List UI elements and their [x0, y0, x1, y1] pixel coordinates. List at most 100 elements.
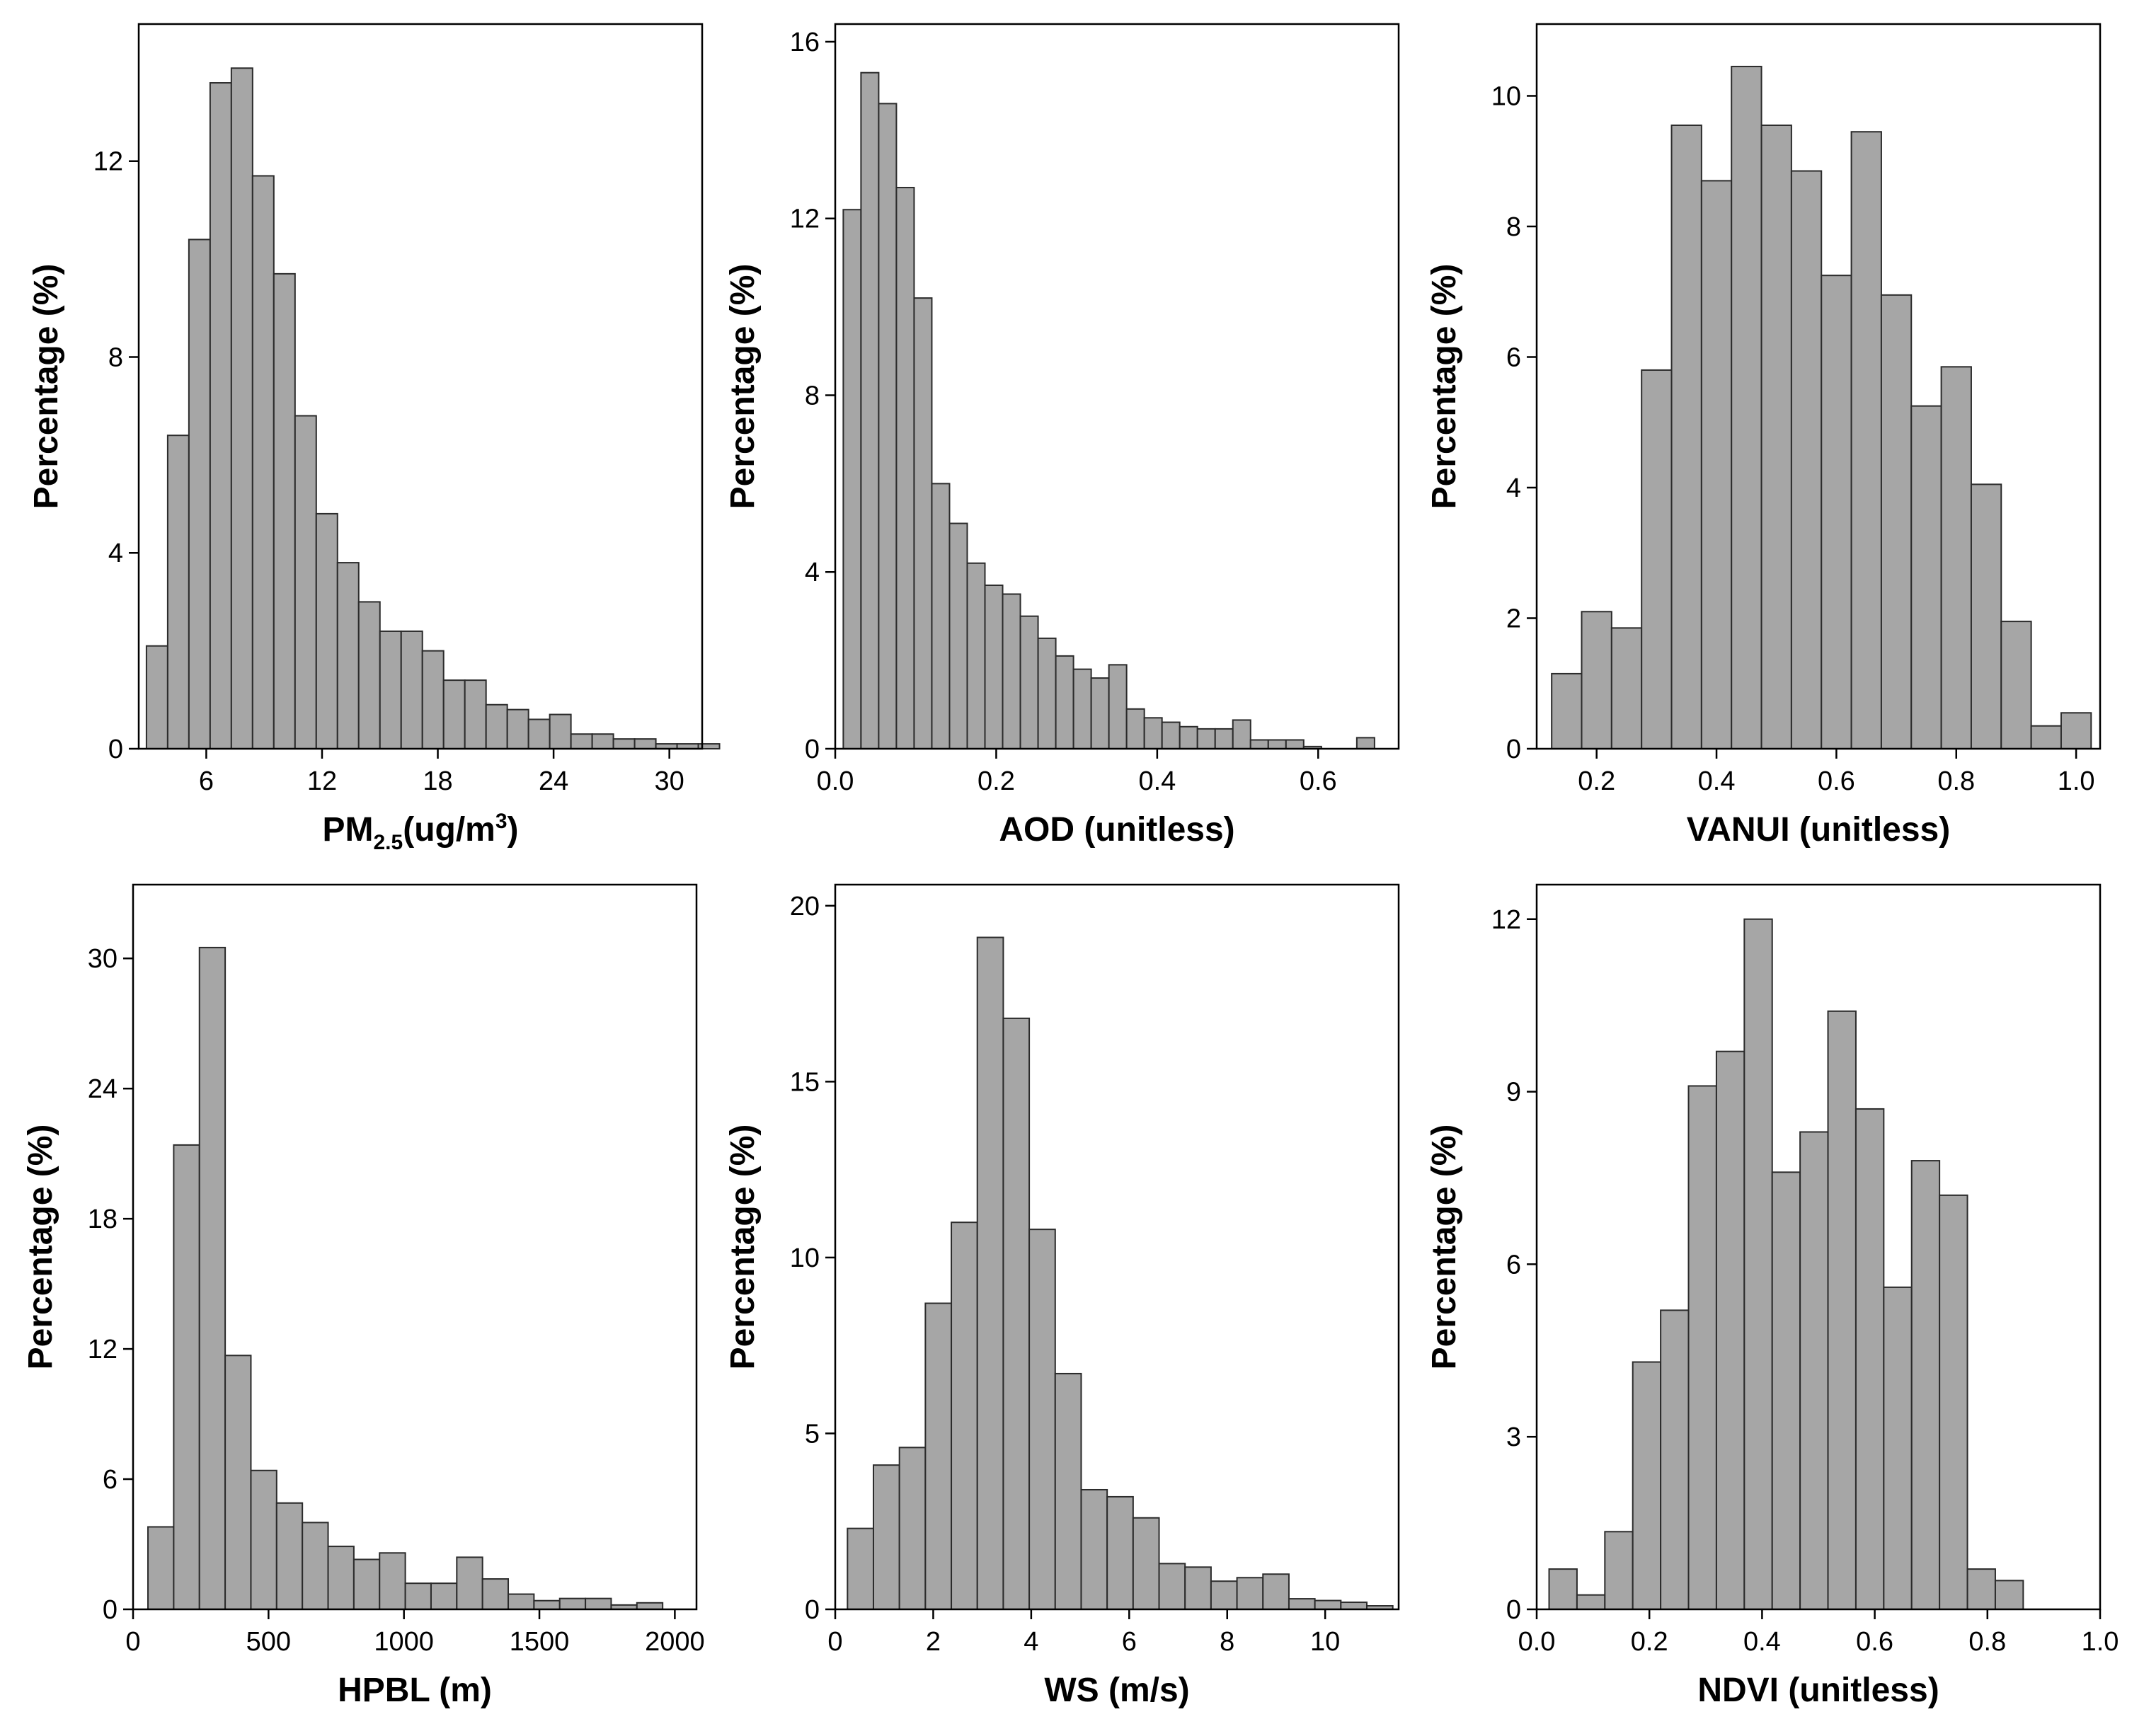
histogram-bar [1850, 131, 1882, 750]
x-tick-label: 1500 [510, 1627, 570, 1657]
x-tick-label: 0.4 [1743, 1627, 1781, 1657]
histogram-bar [1090, 677, 1110, 749]
histogram-bar [1743, 918, 1773, 1611]
histogram-panel-5: 0 2 4 6 8 10 0 5 10 15 20 WS (m/s) Percentage (%) [724, 883, 1400, 1709]
histogram-bar [2060, 712, 2092, 750]
histogram-bar [1249, 739, 1269, 750]
histogram-bar [585, 1597, 612, 1610]
y-tick-label: 0 [103, 1595, 117, 1625]
histogram-bar [1055, 655, 1074, 749]
x-tick-label: 0.2 [1578, 766, 1615, 796]
histogram-bar [1760, 124, 1792, 750]
histogram-bar [847, 1527, 874, 1611]
x-axis-label-part: (ug/m [403, 811, 495, 849]
histogram-bar [591, 733, 614, 750]
histogram-bar [464, 679, 487, 749]
y-tick-label: 0 [805, 1595, 820, 1625]
y-tick-label: 0 [1506, 1595, 1521, 1625]
histogram-bar [976, 936, 1004, 1610]
histogram-bar [251, 175, 275, 749]
histogram-bar [1994, 1580, 2024, 1610]
x-axis-label-part: ) [508, 811, 519, 849]
x-tick-label: 10 [1310, 1627, 1340, 1657]
y-tick-label: 8 [1506, 212, 1521, 242]
x-tick-label: 2 [926, 1627, 941, 1657]
x-tick-label: 24 [539, 766, 568, 796]
histogram-bar [1883, 1286, 1913, 1611]
histogram-bar [1966, 1568, 1996, 1610]
histogram-bar [895, 187, 915, 749]
histogram-bar [1576, 1594, 1606, 1611]
histogram-bar [1827, 1010, 1857, 1611]
x-axis-label: PM2.5(ug/m3) [322, 810, 518, 854]
x-tick-label: 500 [246, 1627, 291, 1657]
y-tick-label: 5 [805, 1419, 820, 1449]
histogram-bar [273, 272, 296, 749]
x-tick-label: 18 [423, 766, 452, 796]
histogram-bar [898, 1447, 927, 1611]
histogram-bar [1161, 721, 1181, 749]
x-axis-label: HPBL (m) [338, 1672, 492, 1709]
histogram-bar [230, 67, 253, 750]
histogram-bar [250, 1469, 277, 1610]
y-tick-label: 10 [1491, 81, 1521, 111]
histogram-bar [1267, 739, 1287, 750]
histogram-bar [527, 718, 551, 750]
histogram-bar [336, 562, 360, 749]
y-tick-label: 4 [805, 558, 820, 587]
histogram-bar [1854, 1108, 1885, 1610]
x-tick-label: 1.0 [2082, 1627, 2119, 1657]
histogram-bar [1132, 1517, 1160, 1611]
histogram-panel-2: 0.0 0.2 0.4 0.6 0 4 8 12 16 AOD (unitless) Percent… [724, 23, 1400, 849]
histogram-bar [1910, 1160, 1941, 1610]
histogram-bar [224, 1355, 252, 1611]
histogram-bar [421, 650, 445, 750]
y-tick-label: 15 [790, 1067, 820, 1097]
x-tick-label: 0.4 [1138, 766, 1176, 796]
y-tick-label: 12 [790, 205, 820, 234]
histogram-bar [1604, 1531, 1634, 1610]
x-tick-label: 12 [307, 766, 337, 796]
histogram-bar [924, 1302, 953, 1610]
histogram-bar [1232, 719, 1251, 749]
x-tick-label: 0.8 [1937, 766, 1975, 796]
histogram-bar [506, 708, 529, 749]
histogram-bar [508, 1593, 535, 1610]
histogram-bar [357, 601, 381, 749]
histogram-bar [1700, 180, 1733, 750]
histogram-bar [1551, 672, 1583, 749]
histogram-bar [145, 645, 168, 749]
y-axis-label: Percentage (%) [724, 1125, 762, 1370]
histogram-bar [872, 1464, 900, 1610]
histogram-bar [1106, 1495, 1134, 1611]
x-tick-label: 8 [1220, 1627, 1234, 1657]
x-axis-label: VANUI (unitless) [1687, 811, 1950, 849]
y-tick-label: 0 [108, 735, 123, 764]
histogram-bar [315, 512, 338, 749]
x-axis-label: AOD (unitless) [999, 811, 1234, 849]
y-tick-label: 24 [88, 1074, 117, 1104]
y-tick-label: 12 [1491, 905, 1521, 935]
histogram-bar [442, 679, 466, 749]
histogram-bar [1799, 1131, 1829, 1610]
x-tick-label: 1.0 [2058, 766, 2095, 796]
histogram-bar [1125, 708, 1145, 749]
histogram-bar [275, 1502, 304, 1610]
x-tick-label: 0.0 [1518, 1627, 1556, 1657]
plot-frame [1535, 883, 2102, 1611]
histogram-bar [1610, 627, 1643, 749]
histogram-bar [1821, 275, 1852, 750]
x-tick-label: 1000 [374, 1627, 434, 1657]
plot-frame [834, 883, 1400, 1611]
histogram-bar [294, 415, 317, 749]
y-tick-label: 18 [88, 1205, 117, 1234]
x-tick-label: 0 [125, 1627, 140, 1657]
histogram-bar [1687, 1085, 1717, 1610]
y-axis-label: Percentage (%) [1426, 1125, 1463, 1370]
plot-frame [137, 23, 704, 750]
y-tick-label: 0 [805, 735, 820, 764]
plot-frame [1535, 23, 2102, 750]
histogram-bar [558, 1597, 587, 1610]
histogram-bar [636, 1602, 664, 1611]
